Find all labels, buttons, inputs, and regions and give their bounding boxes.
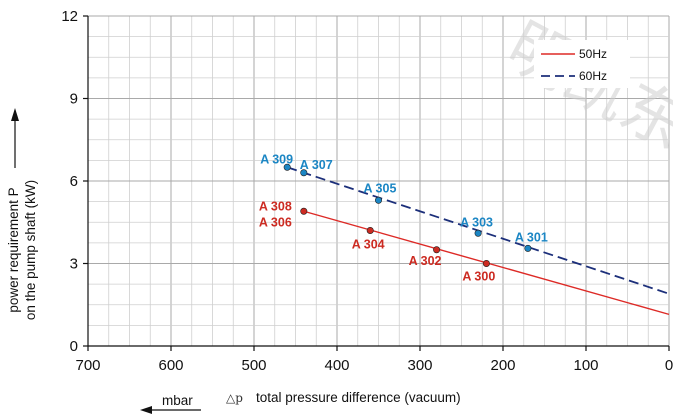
data-point-marker	[482, 259, 490, 267]
data-point-label: A 305	[364, 181, 397, 195]
y-axis-arrow-head	[11, 108, 19, 121]
x-axis-title: mbar △p total pressure difference (vacuu…	[140, 390, 461, 414]
data-point-marker	[524, 244, 532, 252]
data-point-marker	[366, 227, 374, 235]
data-point-label: A 303	[460, 215, 493, 229]
data-point-marker	[474, 229, 482, 237]
y-tick-label: 3	[70, 256, 78, 273]
data-point-marker	[433, 246, 441, 254]
data-point-label: A 302	[409, 254, 442, 268]
data-point-marker	[300, 169, 308, 177]
data-point-label: A 306	[259, 215, 292, 229]
x-tick-label: 100	[573, 357, 598, 374]
x-tick-label: 400	[324, 357, 349, 374]
y-axis-label-line2: on the pump shaft (kW)	[23, 180, 38, 320]
legend-label-50hz: 50Hz	[579, 47, 607, 61]
x-axis-unit: mbar	[162, 393, 193, 408]
x-tick-label: 600	[158, 357, 183, 374]
y-tick-label: 6	[70, 173, 78, 190]
x-tick-label: 300	[407, 357, 432, 374]
legend-box	[534, 40, 630, 88]
data-point-label: A 300	[462, 270, 495, 284]
data-point-label: A 308	[259, 199, 292, 213]
x-tick-label: 500	[241, 357, 266, 374]
y-tick-label: 9	[70, 91, 78, 108]
x-tick-label: 700	[75, 357, 100, 374]
y-tick-label: 12	[61, 8, 78, 25]
data-point-label: A 309	[260, 152, 293, 166]
data-point-marker	[300, 207, 308, 215]
x-axis-symbol: △p	[226, 391, 243, 405]
y-axis-label-line1: power requirement P	[6, 187, 21, 312]
x-tick-label: 0	[665, 357, 673, 374]
tick-labels: 0 3 6 9 12 700 600 500 400 300 200 100 0	[61, 8, 673, 374]
y-tick-label: 0	[70, 338, 78, 355]
series-lines	[286, 166, 670, 316]
x-tick-label: 200	[490, 357, 515, 374]
data-point-label: A 304	[352, 238, 385, 252]
legend-label-60hz: 60Hz	[579, 69, 607, 83]
data-point-marker	[374, 196, 382, 204]
x-axis-arrow-head	[140, 406, 152, 414]
legend: 50Hz 60Hz	[534, 40, 630, 88]
data-points: A 308 A 306 A 304 A 302 A 300 A 309 A 307 A 305…	[259, 152, 548, 283]
x-axis-label: total pressure difference (vacuum)	[256, 390, 461, 405]
data-point-label: A 307	[300, 158, 333, 172]
plot-frame	[83, 15, 670, 351]
data-point-label: A 301	[515, 230, 548, 244]
data-point-marker	[283, 163, 291, 171]
y-axis-title: power requirement P on the pump shaft (k…	[6, 108, 38, 320]
